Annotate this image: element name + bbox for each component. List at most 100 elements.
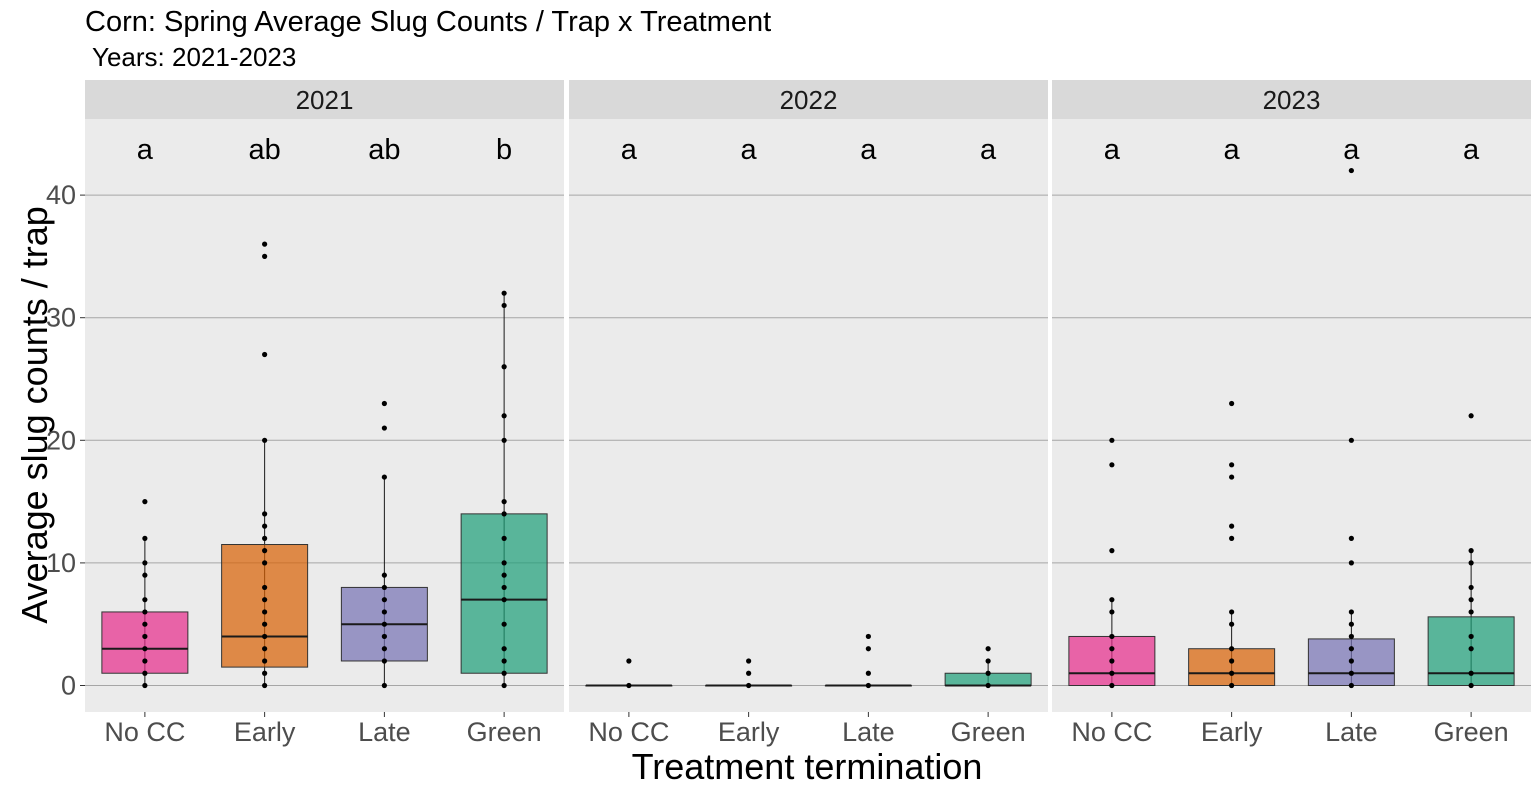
data-point <box>381 425 387 431</box>
facet-strip <box>1052 80 1531 119</box>
x-tick-label: No CC <box>1071 717 1152 747</box>
data-point <box>985 682 991 689</box>
data-point <box>142 609 148 615</box>
data-point <box>1229 646 1235 652</box>
data-point <box>865 670 871 676</box>
data-point <box>865 646 871 652</box>
significance-letter: a <box>980 134 997 166</box>
data-point <box>1348 609 1354 615</box>
data-point <box>746 670 752 676</box>
data-point <box>381 646 387 652</box>
facet-panel-2021: 2021 a No CC ab Early ab Late b Green <box>85 80 564 747</box>
data-point <box>381 572 387 578</box>
data-point <box>865 633 871 640</box>
data-point <box>1348 646 1354 652</box>
data-point <box>262 682 268 689</box>
data-point <box>501 302 507 309</box>
data-point <box>501 621 507 627</box>
data-point <box>1348 535 1354 541</box>
box <box>1188 648 1276 686</box>
data-point <box>381 658 387 664</box>
x-tick-label: Early <box>1201 717 1263 747</box>
data-point <box>262 523 268 529</box>
data-point <box>1109 462 1115 468</box>
box-group-late: a <box>1307 134 1395 689</box>
y-axis-title: Average slug counts / trap <box>14 206 55 624</box>
data-point <box>746 682 752 689</box>
data-point <box>262 646 268 652</box>
data-point <box>1348 621 1354 627</box>
data-point <box>985 670 991 676</box>
box-group-early: a <box>1188 134 1276 689</box>
x-tick-label: Early <box>718 717 780 747</box>
data-point <box>1109 658 1115 664</box>
data-point <box>501 572 507 578</box>
data-point <box>262 584 268 591</box>
data-point <box>501 584 507 591</box>
data-point <box>1468 670 1474 676</box>
data-point <box>262 241 268 247</box>
significance-letter: a <box>621 134 638 166</box>
panel-background <box>569 119 1048 712</box>
x-tick-label: Green <box>467 717 542 747</box>
data-point <box>262 658 268 664</box>
x-tick-label: Late <box>1325 717 1378 747</box>
data-point <box>1109 437 1115 443</box>
data-point <box>1468 597 1474 603</box>
data-point <box>1348 682 1354 689</box>
data-point <box>142 535 148 541</box>
data-point <box>262 548 268 554</box>
data-point <box>1109 646 1115 652</box>
data-point <box>501 682 507 689</box>
data-point <box>501 413 507 419</box>
data-point <box>501 646 507 652</box>
data-point <box>262 511 268 517</box>
data-point <box>142 572 148 578</box>
data-point <box>262 560 268 566</box>
data-point <box>1229 535 1235 541</box>
facet-strip-label: 2021 <box>296 85 354 115</box>
x-tick-label: Late <box>842 717 895 747</box>
data-point <box>1229 670 1235 676</box>
box-group-late: ab <box>340 134 428 689</box>
chart-subtitle: Years: 2021-2023 <box>92 42 296 72</box>
data-point <box>1348 658 1354 664</box>
panel-background <box>1052 119 1531 712</box>
data-point <box>381 400 387 407</box>
facet-strip <box>85 80 564 119</box>
data-point <box>262 351 268 358</box>
data-point <box>865 682 871 689</box>
data-point <box>1229 523 1235 529</box>
data-point <box>501 511 507 517</box>
facet-panels: 2021 a No CC ab Early ab Late b Green 2022 a No CC a… <box>85 80 1531 747</box>
box-group-no-cc: a <box>101 134 189 689</box>
significance-letter: ab <box>368 134 400 166</box>
data-point <box>626 658 632 664</box>
data-point <box>262 609 268 615</box>
data-point <box>501 499 507 505</box>
data-point <box>381 609 387 615</box>
x-tick-label: Early <box>234 717 296 747</box>
data-point <box>1468 682 1474 689</box>
box <box>101 611 189 674</box>
data-point <box>1109 597 1115 603</box>
box-group-no-cc: a <box>1068 134 1156 689</box>
data-point <box>381 633 387 640</box>
data-point <box>1348 560 1354 566</box>
data-point <box>1109 548 1115 554</box>
significance-letter: a <box>741 134 758 166</box>
data-point <box>262 253 268 259</box>
data-point <box>1229 621 1235 627</box>
data-point <box>1229 462 1235 468</box>
x-tick-label: Late <box>358 717 411 747</box>
data-point <box>1348 167 1354 174</box>
data-point <box>262 437 268 443</box>
data-point <box>1109 633 1115 640</box>
data-point <box>381 584 387 591</box>
x-tick-label: Green <box>951 717 1026 747</box>
data-point <box>142 560 148 566</box>
data-point <box>142 670 148 676</box>
data-point <box>262 535 268 541</box>
data-point <box>501 560 507 566</box>
